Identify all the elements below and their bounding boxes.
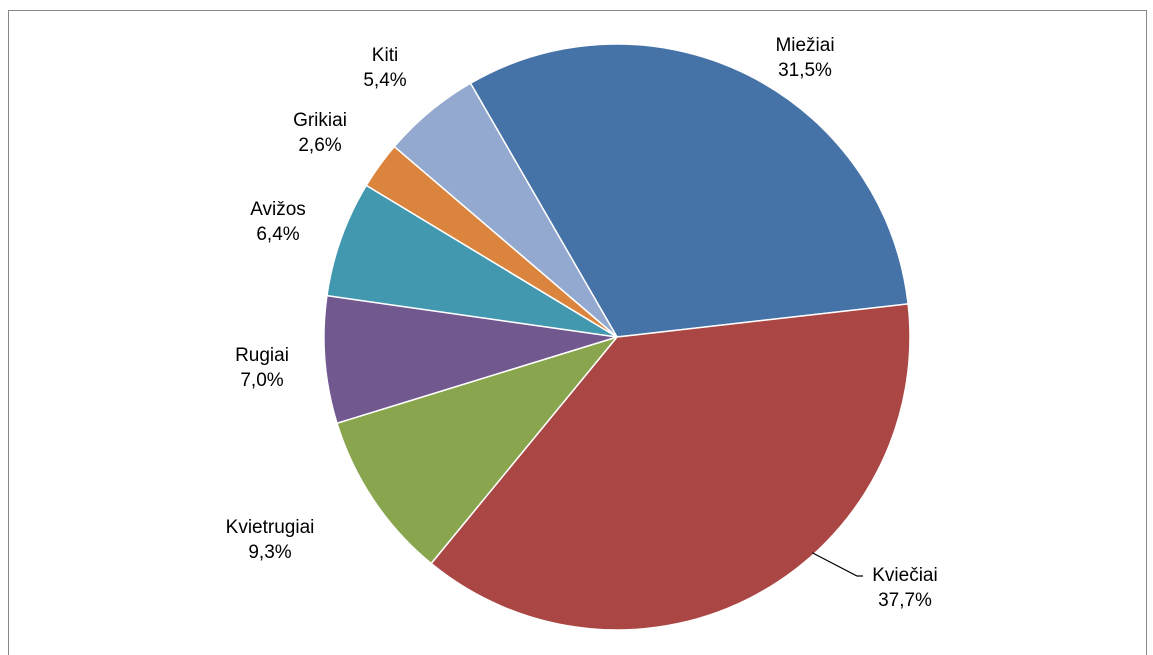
slice-value-label: 37,7% xyxy=(878,590,932,611)
slice-label: Kviečiai xyxy=(872,565,937,586)
pie-slice xyxy=(323,294,618,425)
slice-value-label: 2,6% xyxy=(298,135,341,156)
slice-label: Rugiai xyxy=(235,345,289,366)
slice-label: Miežiai xyxy=(775,35,834,56)
slice-value-label: 7,0% xyxy=(240,370,283,391)
slice-value-label: 6,4% xyxy=(256,224,299,245)
pie-slice xyxy=(430,303,911,631)
slice-value-label: 31,5% xyxy=(778,60,832,81)
slice-label: Grikiai xyxy=(293,110,347,131)
pie-slice xyxy=(469,43,909,338)
slice-label: Kiti xyxy=(372,45,398,66)
slice-value-label: 9,3% xyxy=(248,542,291,563)
pie-slice xyxy=(326,184,618,338)
pie-slice xyxy=(393,82,618,338)
slice-label: Kvietrugiai xyxy=(226,517,315,538)
leader-line xyxy=(811,552,863,577)
slice-label: Avižos xyxy=(250,199,306,220)
slice-value-label: 5,4% xyxy=(363,70,406,91)
pie-slice xyxy=(336,335,620,565)
